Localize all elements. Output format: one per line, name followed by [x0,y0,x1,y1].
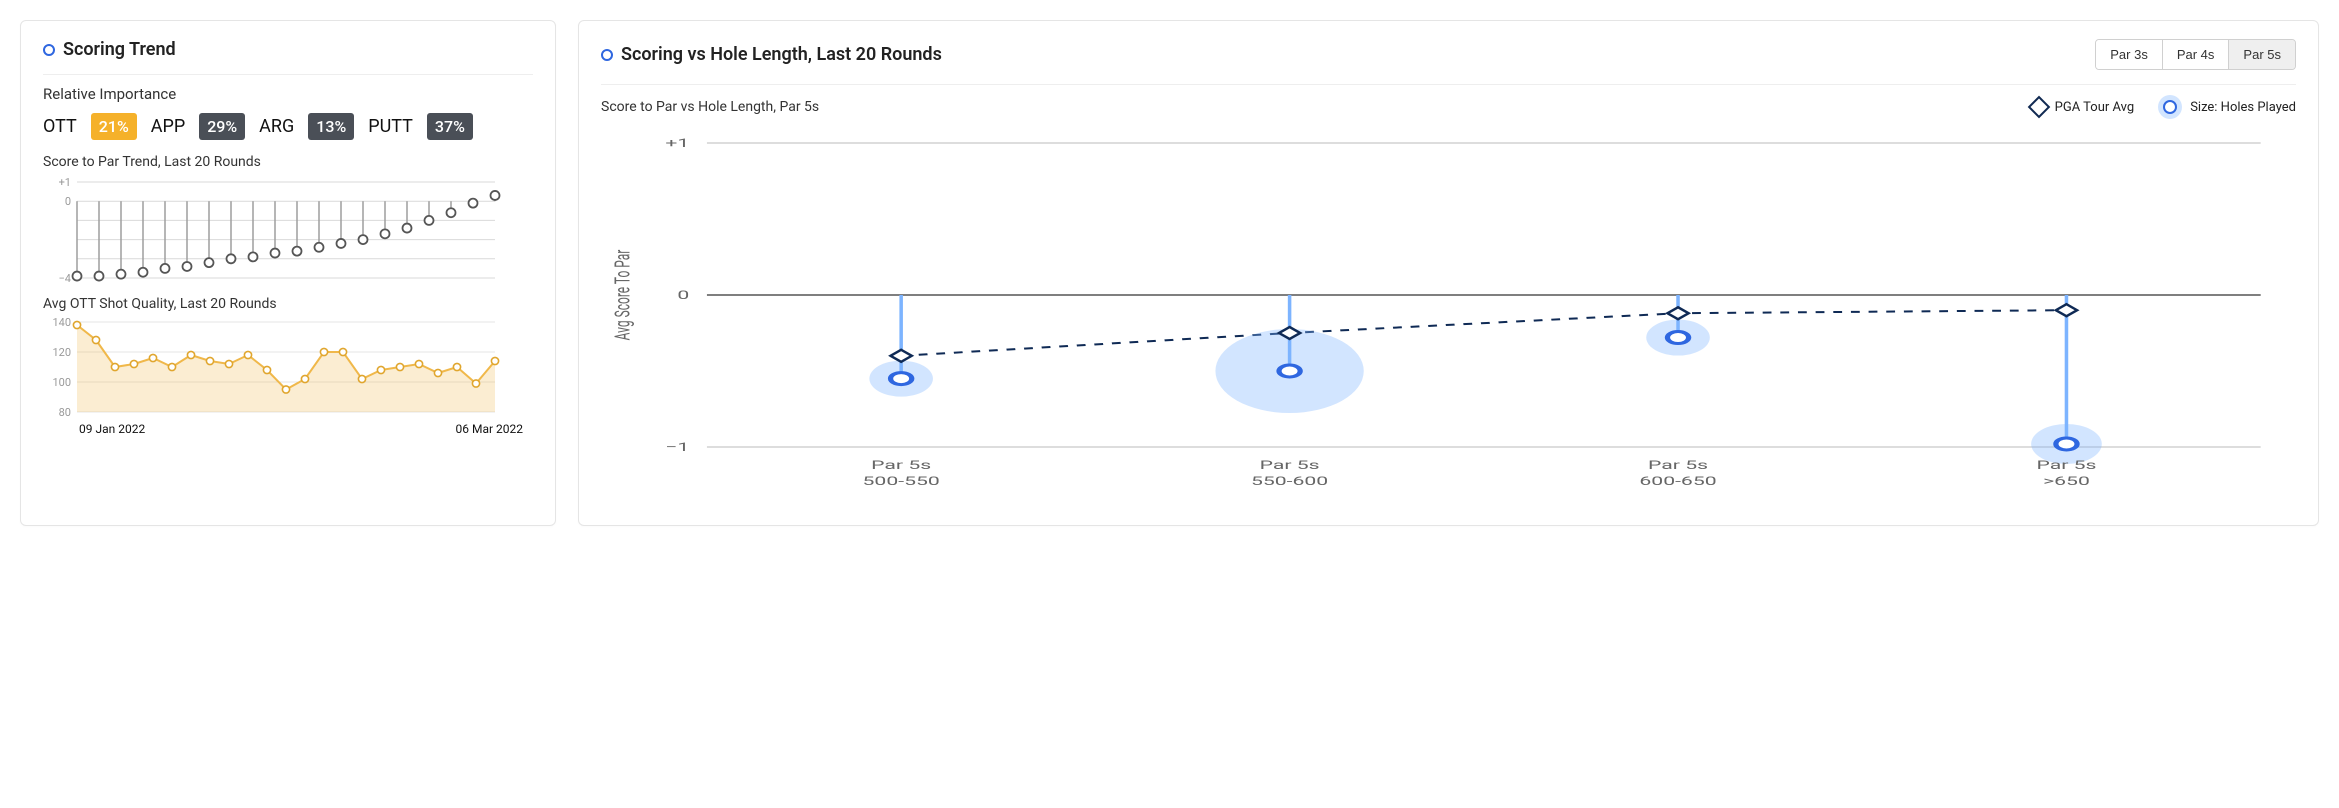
bubble-icon [2158,95,2182,119]
svg-text:>650: >650 [2043,475,2090,489]
legend-row: Score to Par vs Hole Length, Par 5s PGA … [601,95,2296,119]
importance-label: Relative Importance [43,85,533,103]
card-header: Scoring Trend [43,39,533,75]
card-title-text: Scoring vs Hole Length, Last 20 Rounds [621,44,942,65]
legend-size-label: Size: Holes Played [2190,100,2296,115]
importance-name: OTT [43,116,77,137]
bullet-icon [43,44,55,56]
tab-par-3s[interactable]: Par 3s [2096,40,2162,69]
legend-items: PGA Tour Avg Size: Holes Played [2031,95,2296,119]
date-axis: 09 Jan 2022 06 Mar 2022 [43,418,533,436]
importance-name: APP [151,116,185,137]
legend-size: Size: Holes Played [2158,95,2296,119]
hole-length-chart: +1 0 −1 Avg Score To Par Par 5s 500-550 Par 5s… [601,123,2296,503]
card-header: Scoring vs Hole Length, Last 20 Rounds P… [601,39,2296,85]
legend-pga: PGA Tour Avg [2031,99,2135,115]
importance-badge: 37% [427,113,473,140]
svg-text:550-600: 550-600 [1251,475,1328,489]
svg-text:+1: +1 [59,176,71,189]
chart-subtitle: Score to Par vs Hole Length, Par 5s [601,99,819,115]
importance-name: PUTT [368,116,413,137]
date-end: 06 Mar 2022 [456,422,524,436]
legend-pga-label: PGA Tour Avg [2055,100,2135,115]
importance-row: OTT 21% APP 29% ARG 13% PUTT 37% [43,113,533,140]
svg-text:−1: −1 [665,441,689,455]
diamond-icon [2027,96,2050,119]
svg-text:0: 0 [677,289,689,303]
svg-text:Par 5s: Par 5s [871,459,931,473]
tab-par-5s[interactable]: Par 5s [2228,40,2295,69]
importance-badge: 29% [199,113,245,140]
scoring-trend-card: Scoring Trend Relative Importance OTT 21%… [20,20,556,526]
ott-quality-chart: 140 120 100 80 [43,318,503,418]
svg-text:600-650: 600-650 [1639,475,1716,489]
hole-length-card: Scoring vs Hole Length, Last 20 Rounds P… [578,20,2319,526]
svg-text:100: 100 [52,376,71,389]
card-title-text: Scoring Trend [63,39,176,60]
importance-badge: 13% [308,113,354,140]
svg-text:Par 5s: Par 5s [2036,459,2096,473]
svg-text:Avg Score To Par: Avg Score To Par [611,250,636,341]
svg-text:Par 5s: Par 5s [1648,459,1708,473]
importance-badge: 21% [91,113,137,140]
score-trend-title: Score to Par Trend, Last 20 Rounds [43,154,533,170]
score-trend-chart: +1 0 −4 [43,176,503,286]
importance-name: ARG [259,116,294,137]
svg-text:Par 5s: Par 5s [1260,459,1320,473]
par-tabs: Par 3sPar 4sPar 5s [2095,39,2296,70]
bullet-icon [601,49,613,61]
svg-text:0: 0 [65,195,71,208]
svg-text:120: 120 [52,346,71,359]
svg-text:+1: +1 [665,137,689,151]
date-start: 09 Jan 2022 [79,422,145,436]
tab-par-4s[interactable]: Par 4s [2162,40,2229,69]
svg-text:500-550: 500-550 [863,475,940,489]
svg-text:−4: −4 [59,272,71,285]
svg-text:80: 80 [59,406,71,418]
card-title: Scoring Trend [43,39,176,60]
card-title: Scoring vs Hole Length, Last 20 Rounds [601,44,942,65]
ott-quality-title: Avg OTT Shot Quality, Last 20 Rounds [43,296,533,312]
svg-text:140: 140 [52,318,71,329]
